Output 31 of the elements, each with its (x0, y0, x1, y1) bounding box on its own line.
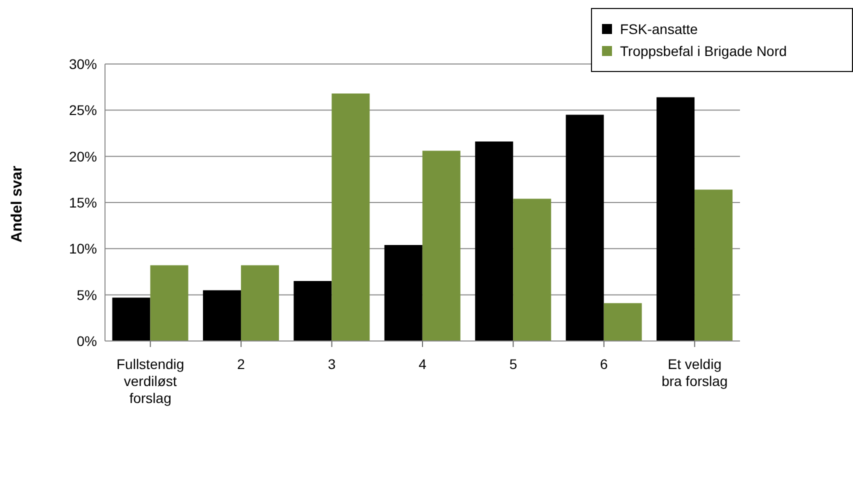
bar (656, 97, 695, 341)
y-tick-label: 0% (76, 332, 97, 349)
y-tick-label: 25% (68, 102, 97, 118)
x-tick-label: Et veldig bra forslag (662, 356, 728, 389)
y-tick-label: 20% (68, 148, 97, 164)
bar (475, 142, 514, 341)
bar (604, 303, 642, 341)
bar (294, 280, 332, 341)
y-tick-label: 10% (68, 240, 97, 257)
bar (384, 244, 422, 341)
bar (513, 198, 552, 341)
x-tick-label: 2 (237, 356, 246, 372)
x-tick-label: 4 (418, 356, 427, 372)
x-tick-label: 3 (328, 356, 336, 372)
x-tick-label: Fullstendig verdiløst forslag (116, 356, 184, 406)
bar (112, 298, 150, 341)
legend-label: Troppsbefal i Brigade Nord (620, 43, 787, 59)
legend-label: FSK-ansatte (620, 21, 698, 37)
bar (332, 94, 370, 341)
bar (202, 290, 241, 341)
bar (566, 114, 604, 341)
bar (150, 265, 188, 341)
y-axis-title: Andel svar (8, 166, 26, 242)
bar (240, 265, 279, 341)
y-tick-label: 30% (68, 56, 97, 72)
bar (422, 150, 460, 341)
x-tick-label: 5 (509, 356, 518, 372)
y-tick-label: 15% (68, 194, 97, 210)
x-tick-label: 6 (600, 356, 608, 372)
y-tick-label: 5% (76, 286, 97, 303)
bar (694, 190, 733, 341)
